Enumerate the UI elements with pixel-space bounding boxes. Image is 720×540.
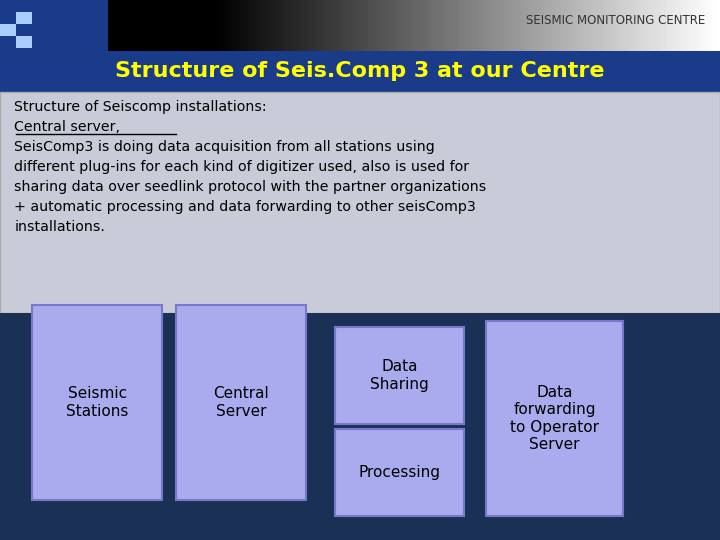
FancyBboxPatch shape bbox=[0, 0, 108, 51]
FancyBboxPatch shape bbox=[176, 305, 306, 500]
Text: Data
Sharing: Data Sharing bbox=[370, 359, 429, 392]
FancyBboxPatch shape bbox=[0, 51, 720, 92]
FancyBboxPatch shape bbox=[0, 92, 720, 313]
Text: Seismic
Stations: Seismic Stations bbox=[66, 386, 128, 418]
FancyBboxPatch shape bbox=[335, 429, 464, 516]
FancyBboxPatch shape bbox=[0, 24, 16, 36]
FancyBboxPatch shape bbox=[0, 12, 16, 24]
Text: Data
forwarding
to Operator
Server: Data forwarding to Operator Server bbox=[510, 385, 599, 452]
Text: Processing: Processing bbox=[359, 465, 441, 480]
FancyBboxPatch shape bbox=[0, 36, 16, 48]
FancyBboxPatch shape bbox=[16, 12, 32, 24]
Text: Structure of Seis.Comp 3 at our Centre: Structure of Seis.Comp 3 at our Centre bbox=[115, 61, 605, 82]
Text: Central
Server: Central Server bbox=[213, 386, 269, 418]
FancyBboxPatch shape bbox=[16, 36, 32, 48]
Text: Structure of Seiscomp installations:
Central server,
SeisComp3 is doing data acq: Structure of Seiscomp installations: Cen… bbox=[14, 100, 487, 234]
Text: SEISMIC MONITORING CENTRE: SEISMIC MONITORING CENTRE bbox=[526, 14, 706, 27]
FancyBboxPatch shape bbox=[0, 313, 720, 540]
FancyBboxPatch shape bbox=[486, 321, 623, 516]
FancyBboxPatch shape bbox=[32, 305, 162, 500]
FancyBboxPatch shape bbox=[335, 327, 464, 424]
FancyBboxPatch shape bbox=[16, 24, 32, 36]
